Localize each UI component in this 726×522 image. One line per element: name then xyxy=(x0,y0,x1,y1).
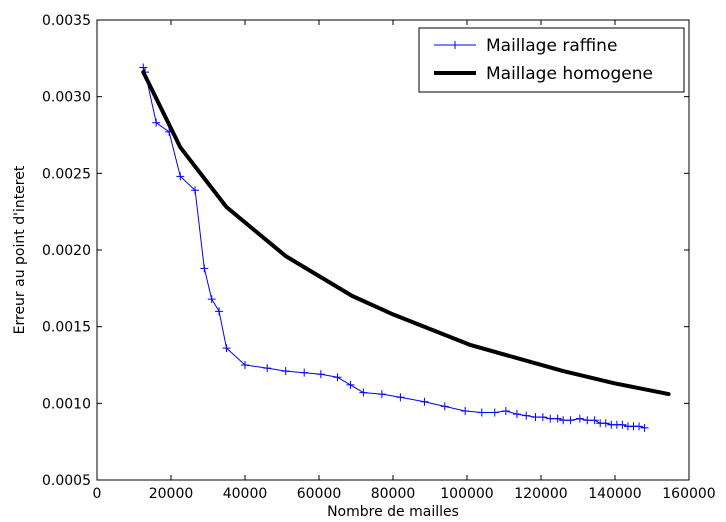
y-tick-label: 0.0010 xyxy=(42,396,91,412)
data-point-marker xyxy=(377,390,386,399)
legend-box xyxy=(418,27,685,93)
data-point-marker xyxy=(241,361,249,369)
x-axis: 0 20000 40000 60000 80000 100000 120000 140000 1… xyxy=(93,20,716,502)
series-line-1 xyxy=(141,70,671,397)
x-tick-label: 120000 xyxy=(514,486,567,502)
data-point-marker xyxy=(618,420,627,429)
data-point-marker xyxy=(300,368,309,377)
data-point-marker xyxy=(575,414,584,423)
data-point-marker xyxy=(559,416,568,425)
data-point-marker xyxy=(222,344,231,353)
x-tick-label: 100000 xyxy=(440,486,493,502)
x-tick-label: 40000 xyxy=(223,486,268,502)
data-point-marker xyxy=(152,118,161,127)
y-tick-label: 0.0020 xyxy=(42,243,91,259)
data-point-marker xyxy=(263,364,272,373)
data-point-marker xyxy=(512,410,521,419)
series-layer xyxy=(139,63,671,432)
data-point-marker xyxy=(538,413,547,422)
data-point-marker xyxy=(531,413,540,422)
x-tick-label: 140000 xyxy=(588,486,641,502)
data-point-marker xyxy=(490,408,499,417)
data-point-marker xyxy=(590,416,599,425)
data-point-marker xyxy=(420,397,429,406)
data-point-marker xyxy=(281,367,290,376)
data-point-marker xyxy=(522,411,531,420)
data-point-marker xyxy=(316,370,325,379)
y-tick-label: 0.0015 xyxy=(42,320,91,336)
data-point-marker xyxy=(207,295,216,304)
y-axis-label: Erreur au point d'interet xyxy=(12,165,28,334)
x-axis-label: Nombre de mailles xyxy=(327,504,459,520)
legend: Maillage raffine Maillage homogene xyxy=(418,27,685,93)
x-tick-label: 160000 xyxy=(662,486,715,502)
data-point-marker xyxy=(346,380,355,389)
data-point-marker xyxy=(635,422,644,431)
data-point-marker xyxy=(396,393,405,402)
x-tick-label: 80000 xyxy=(371,486,416,502)
x-tick-label: 60000 xyxy=(297,486,342,502)
data-point-marker xyxy=(640,423,649,432)
y-tick-label: 0.0030 xyxy=(42,90,91,106)
x-tick-label: 0 xyxy=(93,486,102,502)
data-point-marker xyxy=(501,407,510,415)
legend-label-homogene: Maillage homogene xyxy=(486,64,653,84)
data-point-marker xyxy=(191,186,200,195)
legend-label-raffine: Maillage raffine xyxy=(486,36,617,56)
data-point-marker xyxy=(176,172,185,181)
data-point-marker xyxy=(553,414,562,423)
y-tick-label: 0.0025 xyxy=(42,166,91,182)
legend-marker-raffine xyxy=(451,41,459,49)
data-point-marker xyxy=(546,414,555,423)
y-tick-label: 0.0035 xyxy=(42,13,91,29)
data-point-marker xyxy=(461,407,470,415)
y-axis: 0.0005 0.0010 0.0015 0.0020 0.0025 0.0030 0.00… xyxy=(42,13,689,489)
data-point-marker xyxy=(333,373,342,382)
data-point-marker xyxy=(566,416,575,425)
plot-area xyxy=(97,20,689,480)
data-point-marker xyxy=(601,419,610,428)
data-point-marker xyxy=(583,416,592,425)
data-point-marker xyxy=(440,402,449,411)
y-tick-label: 0.0005 xyxy=(42,473,91,489)
data-point-marker xyxy=(359,388,368,397)
data-point-marker xyxy=(477,408,486,417)
data-point-marker xyxy=(200,264,209,273)
x-tick-label: 20000 xyxy=(149,486,194,502)
data-point-marker xyxy=(215,307,224,316)
